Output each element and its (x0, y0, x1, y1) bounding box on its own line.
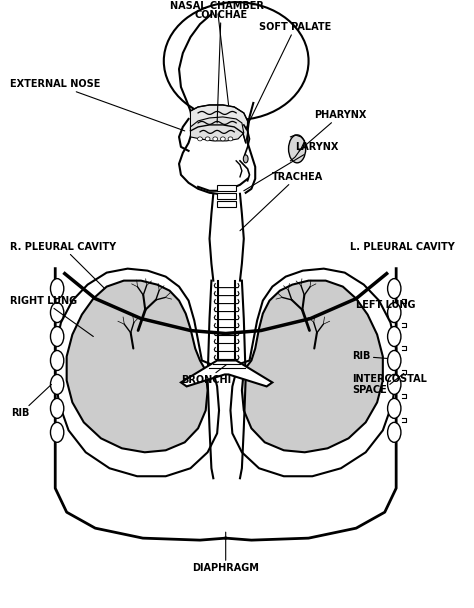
Polygon shape (217, 193, 236, 199)
Polygon shape (191, 105, 247, 143)
Polygon shape (217, 185, 236, 191)
Text: RIGHT LUNG: RIGHT LUNG (9, 295, 93, 336)
Text: RIB: RIB (11, 384, 51, 418)
Ellipse shape (50, 278, 64, 299)
Text: PHARYNX: PHARYNX (299, 110, 367, 151)
Ellipse shape (213, 137, 218, 141)
Ellipse shape (198, 137, 202, 141)
Ellipse shape (50, 326, 64, 347)
Ellipse shape (388, 398, 401, 418)
Ellipse shape (205, 137, 210, 141)
Ellipse shape (388, 375, 401, 395)
Polygon shape (217, 201, 236, 207)
Ellipse shape (388, 350, 401, 370)
Polygon shape (242, 281, 383, 452)
Text: NASAL CHAMBER: NASAL CHAMBER (170, 1, 264, 105)
Text: BRONCHI: BRONCHI (181, 364, 231, 385)
Ellipse shape (50, 303, 64, 322)
Ellipse shape (388, 423, 401, 442)
Ellipse shape (220, 137, 225, 141)
Text: CONCHAE: CONCHAE (194, 10, 247, 123)
Ellipse shape (164, 2, 309, 120)
Ellipse shape (50, 398, 64, 418)
Text: R. PLEURAL CAVITY: R. PLEURAL CAVITY (9, 242, 116, 289)
Text: TRACHEA: TRACHEA (240, 172, 323, 230)
Ellipse shape (50, 350, 64, 370)
Ellipse shape (50, 423, 64, 442)
Text: RIB: RIB (352, 351, 388, 362)
Text: L. PLEURAL CAVITY: L. PLEURAL CAVITY (350, 242, 455, 252)
Polygon shape (181, 361, 273, 387)
Ellipse shape (388, 326, 401, 347)
Text: LEFT LUNG: LEFT LUNG (356, 300, 416, 309)
Text: EXTERNAL NOSE: EXTERNAL NOSE (9, 79, 185, 131)
Text: SOFT PALATE: SOFT PALATE (246, 22, 331, 129)
Text: INTERCOSTAL
SPACE: INTERCOSTAL SPACE (352, 373, 427, 395)
Text: DIAPHRAGM: DIAPHRAGM (192, 532, 259, 573)
Ellipse shape (289, 135, 306, 163)
Ellipse shape (388, 278, 401, 299)
Ellipse shape (228, 137, 233, 141)
Ellipse shape (50, 375, 64, 395)
Polygon shape (191, 117, 244, 141)
Text: LARYNX: LARYNX (244, 142, 338, 191)
Ellipse shape (243, 155, 248, 163)
Ellipse shape (388, 303, 401, 322)
Polygon shape (67, 281, 208, 452)
